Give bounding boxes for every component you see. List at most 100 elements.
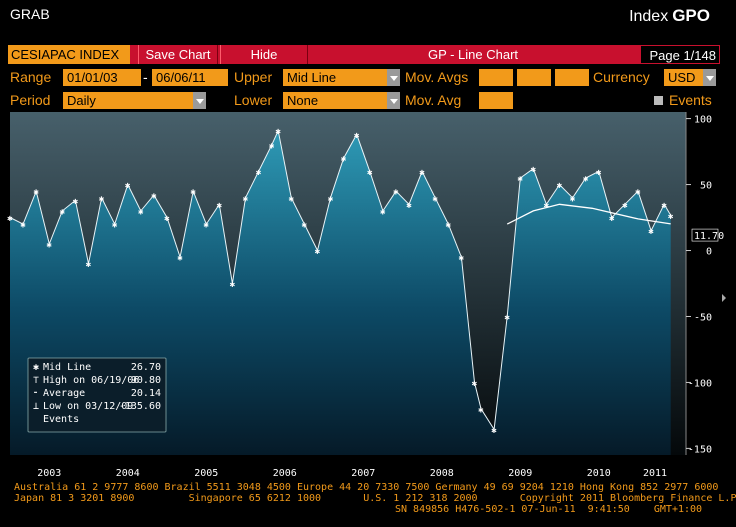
toolbar: CESIAPAC INDEX Save Chart Hide GP - Line… [8,45,720,64]
mid-line-marker: ✱ [112,221,118,231]
line-chart[interactable]: ✱ ✱ ✱ ✱ ✱ ✱ ✱ ✱ ✱ ✱ ✱ ✱ ✱ ✱ ✱ ✱ ✱ ✱ ✱ ✱ ✱ ✱ ✱ ✱ ✱ ✱ ✱ ✱ ✱ ✱ ✱ ✱ ✱ ✱ ✱ ✱ ✱ ✱ ✱ ✱… [0,112,736,492]
mid-line-marker: ✱ [73,197,79,207]
mid-line-marker: ✱ [289,194,295,204]
chart-type-title: GP - Line Chart [427,47,519,62]
mid-line-marker: ✱ [446,221,452,231]
footer-contacts-line2: Japan 81 3 3201 8900 Singapore 65 6212 1… [14,493,736,504]
save-chart-button[interactable]: Save Chart [138,45,218,64]
x-tick-label: 2010 [587,468,611,479]
lower-dropdown-icon[interactable] [387,92,400,109]
mid-line-marker: ✱ [125,181,131,191]
mid-line-marker: ✱ [432,194,438,204]
mid-line-marker: ✱ [491,426,497,436]
events-label: Events [669,92,712,108]
mov-avg-lower-input[interactable] [479,92,513,109]
y-tick-label: 100 [694,115,712,126]
mid-line-marker: ✱ [204,221,210,231]
mid-line-marker: ✱ [138,207,144,217]
currency-label: Currency [593,69,650,85]
x-tick-label: 2008 [430,468,454,479]
currency-select[interactable]: USD [664,69,703,86]
mid-line-markers: ✱ ✱ ✱ ✱ ✱ ✱ ✱ ✱ ✱ ✱ ✱ ✱ ✱ ✱ ✱ ✱ ✱ ✱ ✱ ✱ ✱ ✱ ✱ ✱ ✱ ✱ ✱ ✱ ✱ ✱ ✱ ✱ ✱ ✱ ✱ ✱ ✱ ✱ ✱ ✱… [7,127,674,436]
range-to-input[interactable]: 06/06/11 [152,69,228,86]
mid-line-marker: ✱ [33,188,39,198]
mid-line-marker: ✱ [661,201,667,211]
x-tick-label: 2011 [643,468,667,479]
scroll-right-icon[interactable] [722,294,726,302]
mid-line-area [10,130,671,455]
y-tick-label: -150 [688,444,712,455]
function-title: Index GPO [629,6,710,26]
mid-line-marker: ✱ [86,260,92,270]
mid-line-marker: ✱ [648,227,654,237]
lower-select[interactable]: None [283,92,387,109]
mid-line-marker: ✱ [583,174,589,184]
footer-contacts-line1: Australia 61 2 9777 8600 Brazil 5511 304… [14,482,719,493]
mid-line-series [9,129,672,431]
range-label: Range [10,69,52,85]
mid-line-legend-icon: ✱ [33,362,39,373]
mid-line-marker: ✱ [596,168,602,178]
upper-select[interactable]: Mid Line [283,69,387,86]
mov-avg-1-input[interactable] [479,69,513,86]
mid-line-marker: ✱ [531,165,537,175]
period-select[interactable]: Daily [63,92,193,109]
last-value-label: 11.70 [694,231,724,242]
mid-line-marker: ✱ [478,405,484,415]
period-dropdown-icon[interactable] [193,92,206,109]
x-axis: 2003 2004 2005 2006 2007 2008 2009 2010 2011 [37,468,667,479]
upper-label: Upper [234,69,273,85]
mid-line-marker: ✱ [354,131,360,141]
y-tick-label: -100 [688,378,712,389]
x-tick-label: 2006 [273,468,297,479]
y-tick-label: 50 [700,181,712,192]
mid-line-marker: ✱ [393,188,399,198]
legend-mid-line-label: Mid Line [43,362,91,373]
legend-low-value: -135.60 [119,401,161,412]
legend-events-label: Events [43,414,79,425]
mid-line-marker: ✱ [315,247,321,257]
mid-line-marker: ✱ [269,141,275,151]
mov-avg-2-input[interactable] [517,69,551,86]
index-label: Index [629,8,669,25]
range-from-input[interactable]: 01/01/03 [63,69,141,86]
lower-label: Lower [234,92,273,108]
currency-dropdown-icon[interactable] [703,69,716,86]
hide-button[interactable]: Hide [220,45,308,64]
average-series [506,203,671,225]
legend-low-label: Low on 03/12/09 [43,401,133,412]
legend-high-label: High on 06/19/06 [43,375,139,386]
y-tick-label: -50 [694,312,712,323]
x-axis-band [10,455,686,480]
mov-avgs-label: Mov. Avgs [405,69,469,85]
last-value-box [691,228,719,242]
range-dash: - [143,69,148,85]
mid-line-marker: ✱ [275,127,281,137]
ticker-field[interactable]: CESIAPAC INDEX [8,45,130,64]
mov-avg-3-input[interactable] [555,69,589,86]
mid-line-marker: ✱ [459,254,465,264]
mid-line-marker: ✱ [622,201,628,211]
mid-line-marker: ✱ [472,379,478,389]
mid-line-marker: ✱ [177,254,183,264]
legend-average-value: 20.14 [131,388,161,399]
legend-high-value: 90.80 [131,375,161,386]
period-label: Period [10,92,51,108]
mid-line-marker: ✱ [302,221,308,231]
events-checkbox[interactable] [654,96,663,105]
mid-line-marker: ✱ [419,168,425,178]
average-legend-icon: ⁃ [33,388,38,399]
mid-line-marker: ✱ [151,192,157,202]
mid-line-marker: ✱ [217,201,223,211]
legend-mid-line-value: 26.70 [131,362,161,373]
mid-line-marker: ✱ [328,194,334,204]
legend-average-label: Average [43,388,85,399]
mid-line-marker: ✱ [20,221,26,231]
mid-line-marker: ✱ [99,194,105,204]
mid-line-marker: ✱ [557,181,563,191]
upper-dropdown-icon[interactable] [387,69,400,86]
mid-line-marker: ✱ [544,201,550,211]
x-tick-label: 2005 [194,468,218,479]
mid-line-marker: ✱ [570,194,576,204]
page-indicator[interactable]: Page 1/148 [640,45,720,64]
